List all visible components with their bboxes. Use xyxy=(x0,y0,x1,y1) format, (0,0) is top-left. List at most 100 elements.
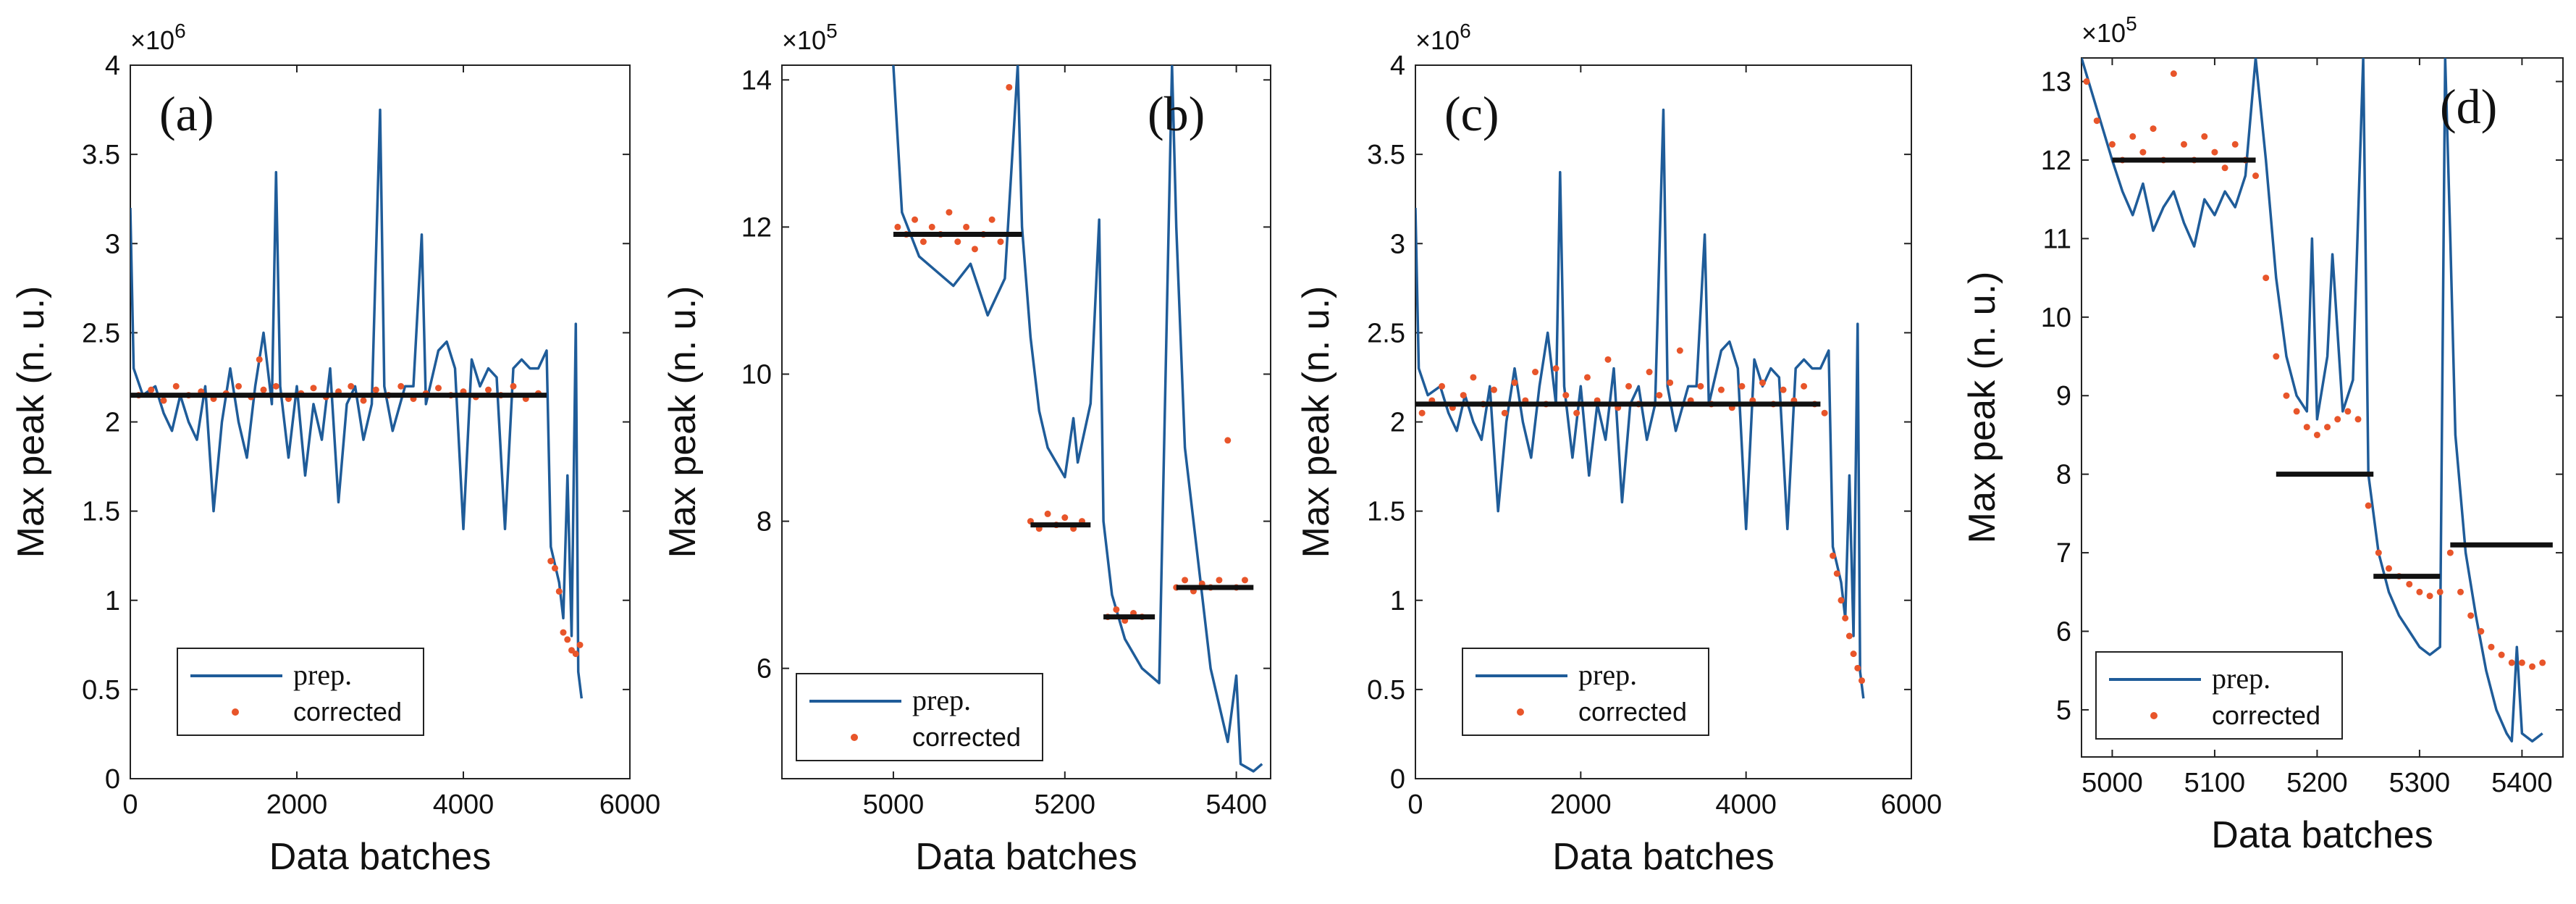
legend-swatch-corrected xyxy=(1517,708,1524,716)
legend: prep. corrected xyxy=(177,648,424,736)
series-point-corrected xyxy=(1801,382,1808,390)
series-point-corrected xyxy=(2426,593,2433,600)
series-point-corrected xyxy=(2385,565,2392,572)
exponent-label: ×105 xyxy=(782,20,838,55)
series-point-corrected xyxy=(1241,577,1248,584)
series-point-corrected xyxy=(1838,597,1845,604)
series-point-corrected xyxy=(1833,570,1840,577)
series-point-corrected xyxy=(2457,588,2465,595)
series-point-corrected xyxy=(2273,353,2280,360)
series-point-corrected xyxy=(260,386,267,393)
series-point-corrected xyxy=(1759,379,1766,386)
legend-label-prep: prep. xyxy=(912,684,971,716)
x-tick-label: 0 xyxy=(1407,790,1423,820)
legend-swatch-corrected xyxy=(2150,712,2158,719)
series-point-corrected xyxy=(1583,374,1591,381)
exponent-base: ×10 xyxy=(1415,25,1460,55)
series-point-corrected xyxy=(485,386,492,393)
series-point-corrected xyxy=(2529,663,2536,670)
y-axis-title: Max peak (n. u.) xyxy=(10,286,52,558)
series-point-corrected xyxy=(1501,409,1508,417)
series-point-corrected xyxy=(560,629,567,636)
y-tick-label: 2 xyxy=(1390,408,1405,438)
series-point-corrected xyxy=(2293,408,2300,415)
series-point-corrected xyxy=(2150,125,2157,133)
legend-label-prep: prep. xyxy=(2212,662,2270,695)
x-tick-label: 5400 xyxy=(1205,790,1267,820)
series-point-corrected xyxy=(2334,416,2341,423)
series-point-corrected xyxy=(963,223,970,230)
x-tick-label: 5300 xyxy=(2389,768,2451,798)
y-tick-label: 2.5 xyxy=(82,318,120,348)
x-tick-label: 2000 xyxy=(266,790,328,820)
series-point-corrected xyxy=(1418,409,1426,417)
y-tick-label: 1 xyxy=(105,586,120,616)
exponent-base: ×10 xyxy=(130,25,174,55)
y-tick-label: 3 xyxy=(105,229,120,259)
plot-frame xyxy=(781,64,1271,779)
series-point-corrected xyxy=(1490,386,1497,393)
legend-box xyxy=(2095,651,2343,740)
y-tick-label: 10 xyxy=(2041,303,2071,333)
series-point-corrected xyxy=(2283,392,2290,399)
series-point-corrected xyxy=(2478,628,2485,635)
legend: prep. corrected xyxy=(1462,648,1709,736)
series-point-corrected xyxy=(1224,437,1232,444)
legend-box xyxy=(1462,648,1709,736)
legend: prep. corrected xyxy=(2095,651,2343,740)
series-point-corrected xyxy=(2263,275,2270,282)
y-tick-label: 0.5 xyxy=(1367,675,1405,706)
series-point-corrected xyxy=(1697,382,1704,390)
series-point-corrected xyxy=(1646,369,1653,376)
series-point-corrected xyxy=(2231,141,2239,148)
y-tick-label: 10 xyxy=(741,359,772,390)
series-point-corrected xyxy=(435,385,442,392)
series-point-corrected xyxy=(2406,580,2413,587)
data-layer xyxy=(892,65,1263,773)
series-point-corrected xyxy=(1845,632,1853,640)
panel-label: (a) xyxy=(159,86,214,141)
series-point-corrected xyxy=(1830,552,1837,559)
data-layer xyxy=(1415,108,1865,699)
series-point-corrected xyxy=(946,209,953,216)
series-point-corrected xyxy=(2539,659,2546,666)
x-tick-label: 5200 xyxy=(1035,790,1096,820)
y-tick-label: 2.5 xyxy=(1367,318,1405,348)
y-tick-label: 1.5 xyxy=(1367,497,1405,527)
x-axis-title: Data batches xyxy=(1552,836,1774,878)
y-tick-label: 8 xyxy=(757,507,772,537)
y-tick-label: 4 xyxy=(1390,51,1405,81)
series-point-corrected xyxy=(2518,659,2525,666)
x-tick-label: 4000 xyxy=(1715,790,1777,820)
series-point-corrected xyxy=(2108,141,2116,148)
series-point-corrected xyxy=(160,397,167,404)
series-line-prep xyxy=(2082,58,2543,743)
series-point-corrected xyxy=(2436,588,2444,595)
y-tick-label: 0 xyxy=(105,764,120,795)
series-point-corrected xyxy=(2221,164,2228,172)
series-point-corrected xyxy=(1006,83,1013,91)
series-point-corrected xyxy=(1850,650,1857,658)
series-point-corrected xyxy=(2446,549,2454,556)
x-tick-label: 6000 xyxy=(599,790,661,820)
y-tick-label: 12 xyxy=(741,212,772,243)
y-tick-label: 11 xyxy=(2043,224,2071,254)
series-point-corrected xyxy=(272,382,279,390)
series-point-corrected xyxy=(1717,386,1725,393)
x-axis-title: Data batches xyxy=(269,836,491,878)
series-point-corrected xyxy=(2303,424,2310,431)
series-point-corrected xyxy=(576,641,584,648)
panel-label: (b) xyxy=(1148,86,1205,141)
y-tick-label: 0.5 xyxy=(82,675,120,706)
series-point-corrected xyxy=(1859,677,1865,685)
y-tick-label: 6 xyxy=(2056,617,2071,648)
series-point-corrected xyxy=(1511,379,1518,386)
legend-swatch-corrected xyxy=(232,708,239,716)
legend-label-corrected: corrected xyxy=(1578,697,1687,727)
exponent-power: 5 xyxy=(2126,12,2137,35)
y-axis-title: Max peak (n. u.) xyxy=(662,286,704,558)
x-tick-label: 6000 xyxy=(1881,790,1942,820)
panel-label: (c) xyxy=(1444,86,1499,141)
y-tick-label: 5 xyxy=(2056,695,2071,726)
